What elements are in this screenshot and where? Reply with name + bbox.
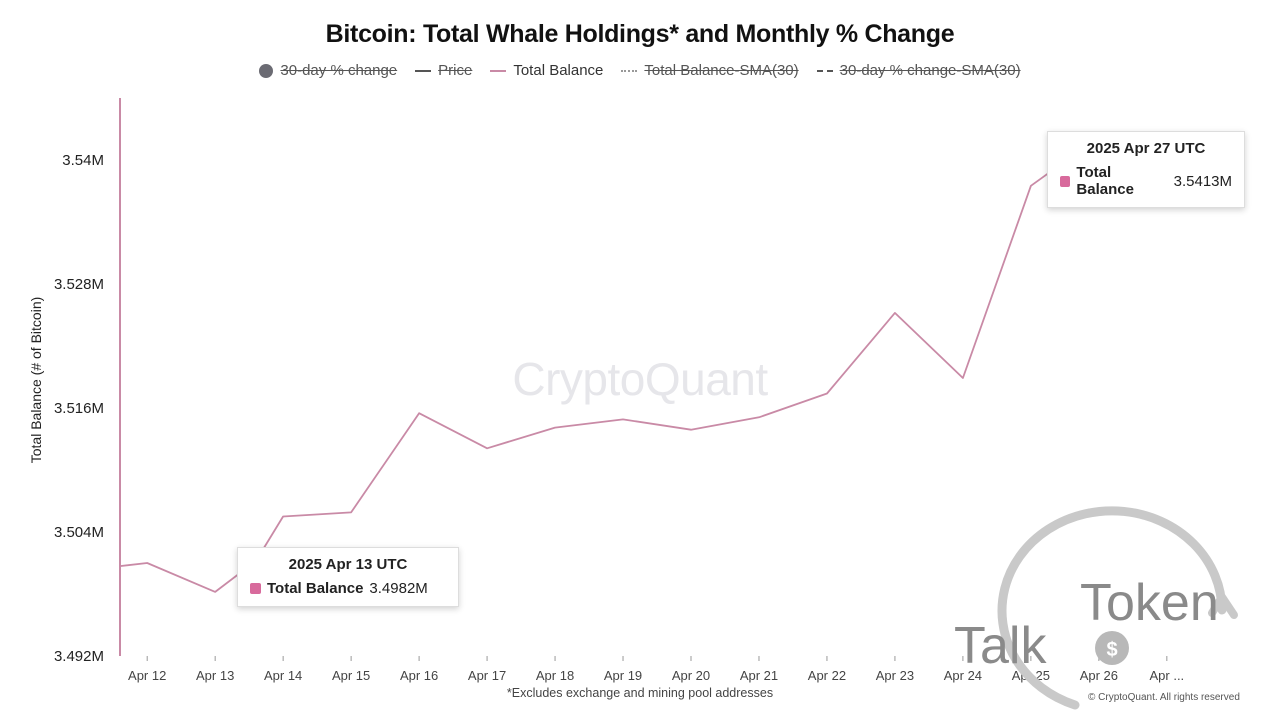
- x-tick-label: Apr 26: [1080, 668, 1118, 683]
- y-tick-label: 3.516M: [54, 400, 104, 417]
- legend-item[interactable]: Price: [415, 62, 472, 79]
- legend-label: Total Balance: [513, 62, 604, 79]
- tooltip-value: 3.5413M: [1173, 172, 1232, 190]
- tokentalk-logo: Token Talk $: [954, 506, 1238, 710]
- logo-word-token: Token: [1080, 574, 1219, 632]
- tooltip-date: 2025 Apr 13 UTC: [288, 556, 408, 573]
- x-tick-label: Apr 17: [468, 668, 506, 683]
- x-tick-label: Apr 24: [944, 668, 982, 683]
- footnote: *Excludes exchange and mining pool addre…: [506, 686, 774, 700]
- logo-word-talk: Talk: [954, 617, 1047, 675]
- tooltip-value: 3.4982M: [369, 580, 428, 597]
- x-tick-label: Apr 22: [808, 668, 846, 683]
- legend-item[interactable]: 30-day % change-SMA(30): [816, 62, 1021, 79]
- y-tick-label: 3.504M: [54, 524, 104, 541]
- x-tick-label: Apr 12: [128, 668, 166, 683]
- x-tick-label: Apr 14: [264, 668, 302, 683]
- series-swatch-icon: [250, 583, 261, 594]
- legend-dotted-line-icon: [621, 69, 638, 72]
- x-tick-label: Apr 18: [536, 668, 574, 683]
- coin-symbol: $: [1106, 639, 1117, 661]
- tooltip-apr-27: 2025 Apr 27 UTC Total Balance 3.5413M: [1047, 131, 1245, 208]
- logo-ring-icon: [997, 506, 1227, 710]
- coin-icon: [1095, 631, 1129, 665]
- tooltip-series-name: Total Balance: [1076, 164, 1134, 198]
- legend-label: 30-day % change-SMA(30): [839, 62, 1021, 79]
- legend-line-icon: [490, 69, 507, 72]
- x-tick-label: Apr 15: [332, 668, 370, 683]
- legend-dot-icon: [259, 63, 274, 78]
- chart-title: Bitcoin: Total Whale Holdings* and Month…: [325, 20, 955, 48]
- legend-label: Price: [438, 62, 473, 79]
- x-tick-label: Apr 21: [740, 668, 778, 683]
- tooltip-apr-13: 2025 Apr 13 UTC Total Balance 3.4982M: [237, 547, 459, 607]
- y-axis-label: Total Balance (# of Bitcoin): [28, 296, 44, 464]
- legend-item[interactable]: Total Balance-SMA(30): [621, 62, 799, 79]
- tooltip-series-name: Total Balance: [267, 580, 364, 597]
- legend-label: Total Balance-SMA(30): [644, 62, 799, 79]
- y-tick-label: 3.492M: [54, 648, 104, 665]
- legend-item[interactable]: Total Balance: [490, 62, 603, 79]
- x-tick-label: Apr 16: [400, 668, 438, 683]
- tooltip-date: 2025 Apr 27 UTC: [1086, 140, 1206, 157]
- legend-line-icon: [415, 69, 432, 72]
- legend-dashed-line-icon: [816, 69, 833, 72]
- copyright-notice: © CryptoQuant. All rights reserved: [1088, 692, 1240, 703]
- y-tick-label: 3.54M: [62, 152, 104, 169]
- x-tick-label: Apr ...: [1149, 668, 1184, 683]
- x-tick-label: Apr 20: [672, 668, 710, 683]
- series-swatch-icon: [1060, 175, 1071, 187]
- legend-label: 30-day % change: [280, 62, 398, 79]
- x-tick-label: Apr 19: [604, 668, 642, 683]
- legend-item[interactable]: 30-day % change: [259, 62, 397, 79]
- y-tick-label: 3.528M: [54, 276, 104, 293]
- x-tick-label: Apr 23: [876, 668, 914, 683]
- x-tick-label: Apr 13: [196, 668, 234, 683]
- chart-legend: 30-day % change Price Total Balance Total B…: [0, 62, 1280, 79]
